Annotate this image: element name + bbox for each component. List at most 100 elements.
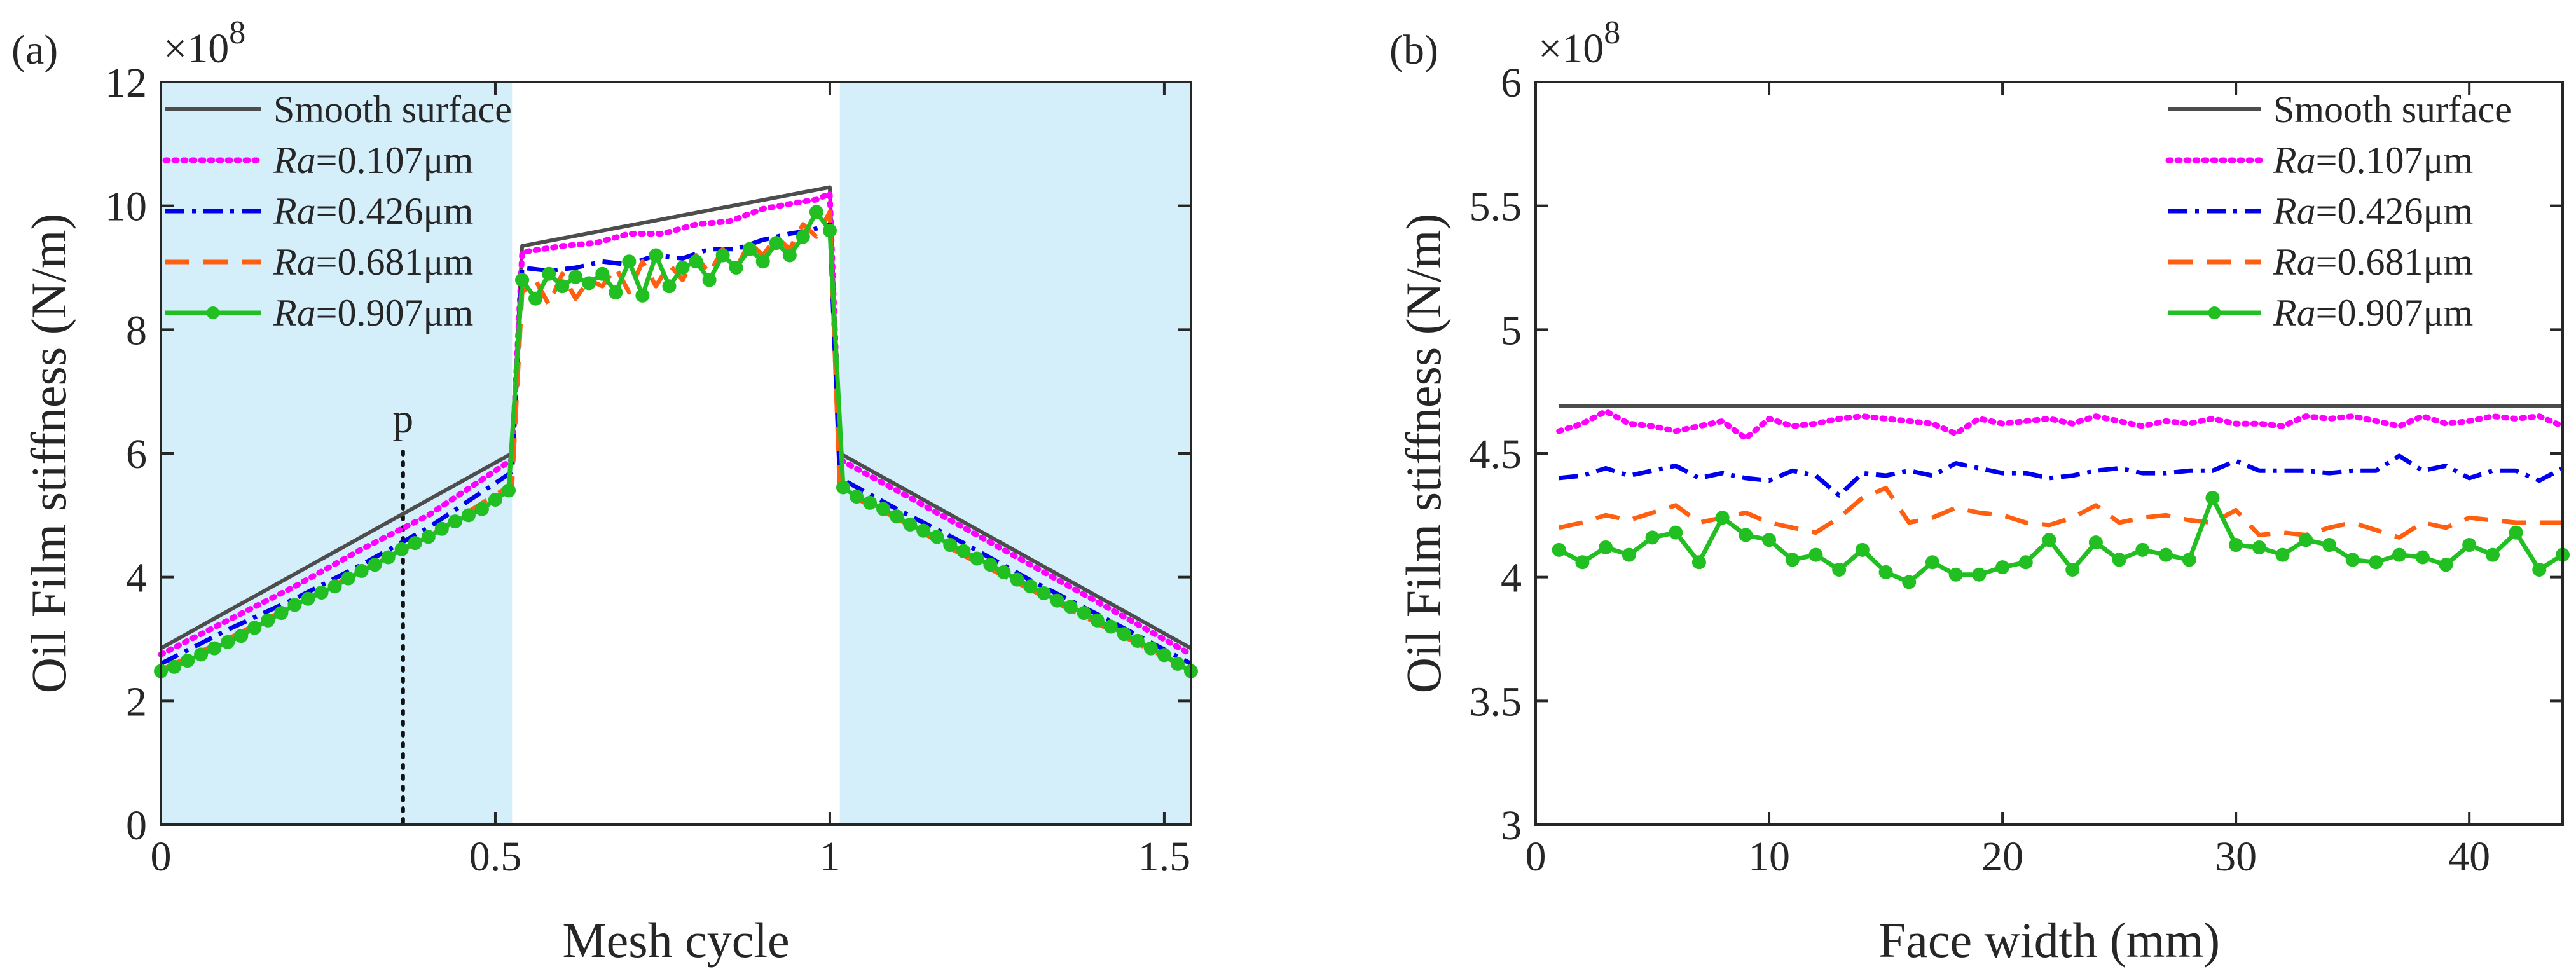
data-point-ra907-29	[2205, 491, 2220, 505]
legend-label-italic: Ra	[273, 241, 316, 283]
legend-label-text: =0.907μm	[316, 292, 474, 334]
legend-label-ra107: Ra=0.107μm	[2273, 139, 2473, 181]
legend-label-italic: Ra	[2273, 139, 2316, 181]
x-tick-label-5: 40	[2448, 834, 2490, 880]
data-point-ra907-4	[1622, 547, 1636, 562]
data-point-ra907-17	[368, 558, 382, 572]
data-point-ra907-68	[1050, 593, 1064, 608]
x-tick-label-2: 0.5	[469, 834, 522, 880]
data-point-ra907-43	[2532, 562, 2547, 577]
data-point-ra907-5	[207, 641, 222, 656]
legend-label-text: =0.426μm	[316, 190, 474, 232]
legend-label-italic: Ra	[2273, 241, 2316, 283]
data-point-ra907-56	[890, 509, 904, 524]
data-point-ra907-26	[488, 493, 502, 507]
data-point-ra907-37	[635, 288, 650, 303]
data-point-ra907-77	[1170, 656, 1185, 671]
data-point-ra907-3	[181, 654, 195, 668]
axis-exponent-base: ×10	[163, 25, 229, 72]
data-point-ra907-28	[2182, 553, 2196, 567]
data-point-ra907-14	[327, 579, 342, 594]
data-point-ra907-35	[2345, 553, 2360, 567]
legend-marker-ra907	[2208, 306, 2221, 319]
data-point-ra907-66	[1023, 579, 1038, 594]
legend-label-italic: Ra	[273, 139, 316, 181]
axis-exponent: ×108	[1538, 15, 1620, 72]
y-tick-label-5: 8	[126, 307, 147, 354]
legend-label-ra681: Ra=0.681μm	[2273, 241, 2473, 283]
x-tick-label-4: 30	[2215, 834, 2257, 880]
data-point-ra907-24	[461, 508, 476, 523]
data-point-ra907-10	[1762, 533, 1777, 547]
data-point-ra907-63	[983, 558, 998, 572]
series-line-ra907	[1558, 495, 2564, 584]
data-point-ra907-72	[1103, 619, 1118, 634]
x-tick-label-4: 1.5	[1138, 834, 1191, 880]
x-axis-label: Mesh cycle	[562, 912, 789, 968]
data-point-ra907-58	[916, 523, 931, 538]
legend-label-ra681: Ra=0.681μm	[273, 241, 473, 283]
data-point-ra907-12	[1808, 547, 1823, 562]
data-point-ra907-32	[2275, 547, 2290, 562]
data-point-ra907-8	[1715, 511, 1730, 525]
legend-marker-ra907	[207, 306, 219, 319]
data-point-ra907-54	[863, 495, 878, 510]
data-point-ra907-51	[822, 223, 837, 238]
data-point-ra907-41	[2485, 547, 2500, 562]
x-tick-label-3: 1	[819, 834, 840, 880]
data-point-ra907-9	[261, 613, 275, 628]
data-point-ra907-8	[247, 621, 262, 635]
data-point-ra907-20	[1995, 560, 2010, 575]
data-point-ra907-44	[729, 261, 743, 275]
data-point-ra907-25	[2112, 553, 2126, 567]
data-point-ra907-70	[1077, 606, 1091, 621]
data-point-ra907-45	[742, 242, 757, 256]
legend-label-text: =0.681μm	[2316, 241, 2474, 283]
data-point-ra907-13	[314, 586, 329, 600]
x-tick-label-1: 0	[1526, 834, 1546, 880]
data-point-ra907-39	[662, 279, 677, 294]
data-point-ra907-6	[1669, 525, 1683, 540]
y-tick-label-2: 3.5	[1470, 678, 1522, 725]
y-tick-label-6: 10	[105, 184, 147, 230]
data-point-ra907-37	[2392, 547, 2407, 562]
data-point-ra907-65	[1010, 572, 1024, 587]
y-axis-label: Oil Film stiffness (N/m)	[21, 214, 76, 694]
data-point-ra907-31	[555, 279, 570, 294]
data-point-ra907-61	[956, 544, 971, 558]
data-point-ra907-46	[755, 254, 770, 269]
x-tick-label-3: 20	[1981, 834, 2023, 880]
legend-label-italic: Ra	[273, 190, 316, 232]
legend-label-text: =0.107μm	[2316, 139, 2474, 181]
data-point-ra907-16	[1902, 575, 1917, 589]
data-point-ra907-39	[2439, 558, 2453, 572]
data-point-ra907-7	[1691, 555, 1706, 570]
data-point-ra907-35	[609, 285, 623, 299]
y-tick-label-2: 2	[126, 678, 147, 725]
data-point-ra907-23	[448, 514, 462, 529]
data-point-ra907-42	[2509, 525, 2523, 540]
legend-label-smooth: Smooth surface	[2273, 88, 2512, 130]
data-point-ra907-33	[2299, 533, 2313, 547]
data-point-ra907-7	[234, 629, 249, 643]
data-point-ra907-27	[2159, 547, 2173, 562]
legend-label-ra107: Ra=0.107μm	[273, 139, 473, 181]
data-point-ra907-62	[970, 551, 984, 566]
data-point-ra907-64	[996, 565, 1011, 579]
data-point-ra907-40	[675, 261, 690, 275]
data-point-ra907-49	[796, 230, 810, 244]
legend-label-italic: Ra	[2273, 292, 2316, 334]
x-tick-label-1: 0	[151, 834, 172, 880]
data-point-ra907-18	[381, 550, 396, 565]
series-line-ra426	[1559, 453, 2564, 498]
legend-label-ra426: Ra=0.426μm	[2273, 190, 2473, 232]
data-point-ra907-55	[876, 502, 891, 516]
series-line-ra107	[1556, 408, 2566, 442]
data-point-ra907-30	[542, 266, 556, 281]
data-point-ra907-40	[2462, 538, 2477, 553]
data-point-ra907-11	[287, 598, 302, 612]
panel-label: (b)	[1389, 27, 1438, 73]
data-point-ra907-53	[850, 490, 864, 504]
shaded-region-2	[839, 82, 1191, 825]
